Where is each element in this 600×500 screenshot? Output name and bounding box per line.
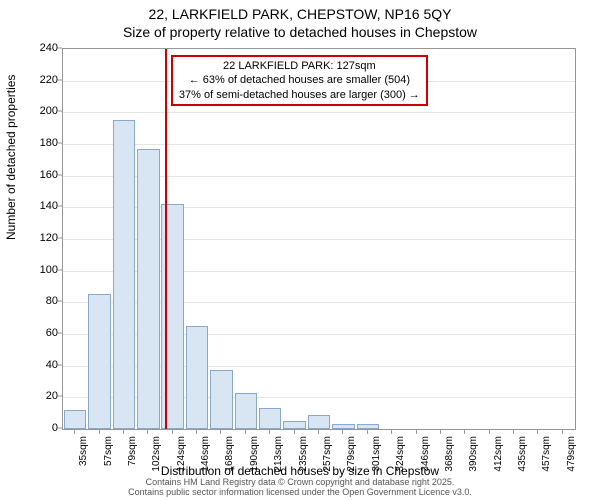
histogram-bar [88, 294, 110, 429]
histogram-bar [186, 326, 208, 429]
histogram-bar [283, 421, 305, 429]
callout-box: 22 LARKFIELD PARK: 127sqm← 63% of detach… [171, 55, 428, 106]
x-axis-label: Distribution of detached houses by size … [0, 464, 600, 478]
y-tick-label: 100 [28, 264, 58, 276]
y-tick-label: 60 [28, 327, 58, 339]
x-tick-mark [196, 430, 197, 434]
x-tick-mark [342, 430, 343, 434]
y-tick-label: 220 [28, 74, 58, 86]
x-tick-mark [99, 430, 100, 434]
x-tick-mark [220, 430, 221, 434]
y-tick-label: 160 [28, 169, 58, 181]
x-tick-label: 35sqm [78, 436, 89, 466]
x-tick-mark [245, 430, 246, 434]
y-tick-label: 180 [28, 137, 58, 149]
x-tick-label: 57sqm [103, 436, 114, 466]
histogram-bar [332, 424, 354, 429]
y-tick-mark [58, 206, 62, 207]
chart-title-subtitle: Size of property relative to detached ho… [0, 24, 600, 40]
y-tick-label: 40 [28, 359, 58, 371]
y-tick-mark [58, 174, 62, 175]
x-tick-mark [318, 430, 319, 434]
y-tick-mark [58, 48, 62, 49]
x-tick-mark [537, 430, 538, 434]
y-tick-mark [58, 333, 62, 334]
attribution-line2: Contains public sector information licen… [0, 488, 600, 498]
x-tick-mark [464, 430, 465, 434]
callout-line1: 22 LARKFIELD PARK: 127sqm [179, 59, 420, 73]
x-tick-mark [416, 430, 417, 434]
histogram-bar [357, 424, 379, 429]
y-tick-mark [58, 301, 62, 302]
x-tick-mark [172, 430, 173, 434]
x-tick-mark [562, 430, 563, 434]
y-tick-mark [58, 269, 62, 270]
x-tick-mark [391, 430, 392, 434]
y-tick-label: 0 [28, 422, 58, 434]
x-tick-mark [367, 430, 368, 434]
y-tick-mark [58, 143, 62, 144]
x-tick-mark [269, 430, 270, 434]
property-size-histogram: 22, LARKFIELD PARK, CHEPSTOW, NP16 5QY S… [0, 0, 600, 500]
y-tick-label: 140 [28, 200, 58, 212]
histogram-bar [308, 415, 330, 429]
x-tick-mark [123, 430, 124, 434]
y-tick-mark [58, 396, 62, 397]
histogram-bar [113, 120, 135, 429]
y-tick-label: 240 [28, 42, 58, 54]
y-tick-mark [58, 238, 62, 239]
x-tick-mark [440, 430, 441, 434]
x-tick-mark [489, 430, 490, 434]
y-tick-label: 200 [28, 105, 58, 117]
x-tick-mark [74, 430, 75, 434]
x-tick-mark [147, 430, 148, 434]
y-tick-mark [58, 364, 62, 365]
callout-line2: ← 63% of detached houses are smaller (50… [179, 73, 420, 87]
attribution-text: Contains HM Land Registry data © Crown c… [0, 478, 600, 498]
histogram-bar [259, 408, 281, 429]
histogram-bar [137, 149, 159, 429]
histogram-bar [64, 410, 86, 429]
x-tick-label: 79sqm [127, 436, 138, 466]
x-tick-mark [513, 430, 514, 434]
histogram-bar [235, 393, 257, 429]
gridline [63, 112, 575, 113]
gridline [63, 144, 575, 145]
y-axis-label: Number of detached properties [4, 75, 18, 240]
histogram-bar [210, 370, 232, 429]
callout-line3: 37% of semi-detached houses are larger (… [179, 88, 420, 102]
y-tick-mark [58, 79, 62, 80]
x-tick-mark [294, 430, 295, 434]
y-tick-mark [58, 428, 62, 429]
plot-area: 22 LARKFIELD PARK: 127sqm← 63% of detach… [62, 48, 576, 430]
chart-title-address: 22, LARKFIELD PARK, CHEPSTOW, NP16 5QY [0, 6, 600, 22]
y-tick-label: 120 [28, 232, 58, 244]
property-marker-line [165, 49, 167, 429]
y-tick-mark [58, 111, 62, 112]
y-tick-label: 20 [28, 390, 58, 402]
y-tick-label: 80 [28, 295, 58, 307]
